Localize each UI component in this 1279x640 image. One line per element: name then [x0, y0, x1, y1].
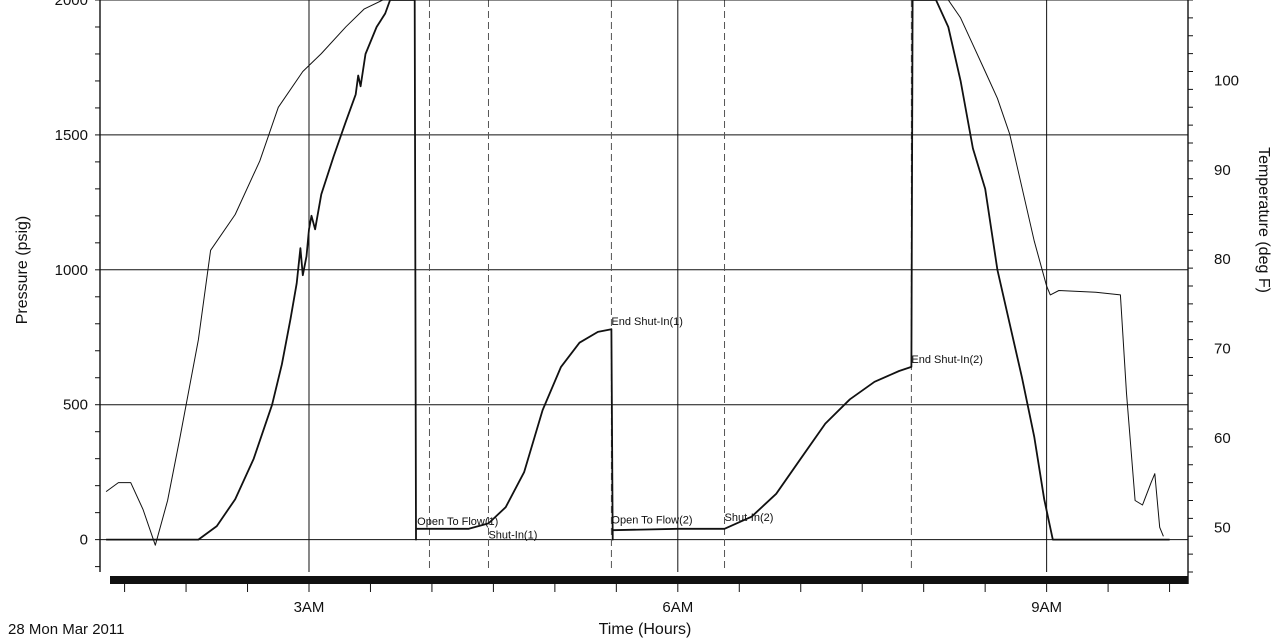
date-label: 28 Mon Mar 2011	[8, 621, 124, 638]
y2-tick-label: 60	[1214, 430, 1231, 447]
event-lines	[428, 0, 912, 572]
y-tick-label: 1500	[55, 127, 88, 144]
y2-tick-label: 100	[1214, 72, 1239, 89]
plot-frame	[95, 0, 1193, 592]
x-tick-label: 9AM	[1031, 599, 1062, 616]
y-tick-label: 1000	[55, 262, 88, 279]
pressure-series-line	[106, 0, 1170, 541]
series	[105, 0, 1170, 546]
x-axis-title: Time (Hours)	[599, 621, 692, 638]
event-annotation: Open To Flow(2)	[611, 514, 692, 526]
x-axis-bar	[110, 576, 1188, 584]
y2-tick-label: 80	[1214, 251, 1231, 268]
annotations: Open To Flow(1)Shut-In(1) End Shut-In(1) O…	[417, 316, 983, 541]
y-axis-title: Pressure (psig)	[14, 216, 31, 324]
y-tick-label: 500	[63, 397, 88, 414]
tick-labels: 0 500 1000 1500 2000 3AM 6AM 9AM 50 60 70 80 90 100	[55, 0, 1239, 616]
y2-tick-label: 70	[1214, 341, 1231, 358]
event-annotation: End Shut-In(1)	[611, 316, 683, 328]
temperature-series-line	[105, 0, 1164, 546]
x-tick-label: 3AM	[294, 599, 325, 616]
y2-tick-label: 90	[1214, 162, 1231, 179]
y2-axis-title: Temperature (deg F)	[1255, 147, 1272, 293]
event-annotation: Shut-In(2)	[725, 512, 774, 524]
grid	[100, 0, 1188, 572]
y-tick-label: 0	[80, 532, 88, 549]
y2-tick-label: 50	[1214, 519, 1231, 536]
event-annotation: Open To Flow(1)	[417, 516, 498, 528]
y-tick-label: 2000	[55, 0, 88, 9]
event-annotation: End Shut-In(2)	[911, 354, 983, 366]
event-annotation: Shut-In(1)	[488, 529, 537, 541]
x-tick-label: 6AM	[662, 599, 693, 616]
